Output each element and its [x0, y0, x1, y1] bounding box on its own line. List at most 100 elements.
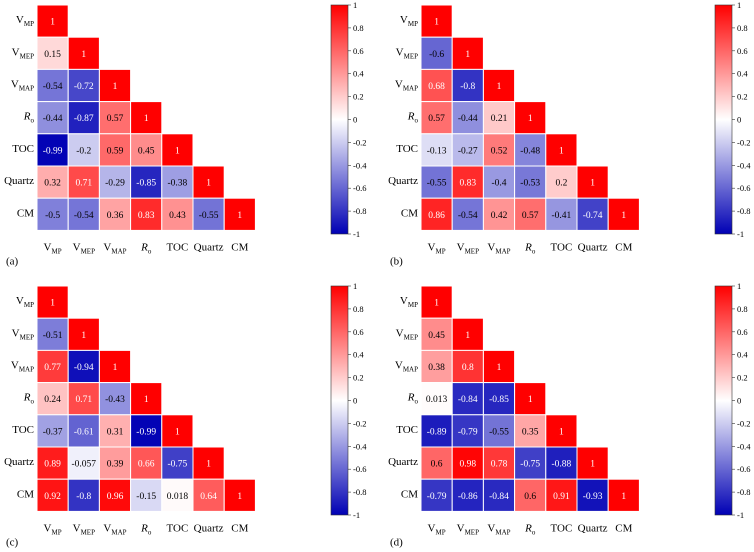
colorbar-tick-label: 0: [353, 115, 357, 125]
col-label-v-mp-main: V: [44, 241, 52, 253]
cell-value-label: 1: [528, 395, 533, 405]
col-label-v-mep-main: V: [457, 522, 465, 534]
cell-Quartz-Quartz: [192, 446, 225, 480]
row-label-v-map-sub: MAP: [403, 85, 418, 93]
colorbar-tick-label: 0.4: [353, 69, 364, 79]
row-label-quartz: Quartz: [388, 175, 418, 187]
row-label-r-o: Ro: [23, 392, 35, 406]
cell-value-label: -0.37: [43, 427, 63, 437]
cell-value-label: -0.85: [136, 179, 156, 189]
col-label-r-o-sub: o: [148, 528, 152, 536]
col-label-v-mep: VMEP: [73, 522, 95, 536]
col-label-toc-main: TOC: [166, 522, 188, 534]
col-label-v-map-sub: MAP: [495, 528, 510, 536]
cell-V_MAP-V_MP: [420, 349, 453, 384]
col-label-cm-main: CM: [231, 241, 248, 253]
colorbar-tick-label: 1: [353, 281, 357, 291]
col-label-r-o: Ro: [524, 522, 536, 536]
colorbar-tick-label: 0.6: [737, 46, 748, 56]
row-label-cm: CM: [401, 488, 418, 500]
cell-V_MEP-V_MP: [36, 36, 69, 70]
col-label-v-mep-sub: MEP: [81, 247, 96, 255]
col-label-cm-main: CM: [615, 241, 632, 253]
cell-value-label: -0.44: [458, 114, 478, 124]
cell-value-label: -0.72: [74, 82, 94, 92]
col-label-quartz: Quartz: [578, 522, 608, 534]
row-label-quartz-main: Quartz: [4, 175, 34, 187]
row-label-v-mp-sub: MP: [408, 20, 418, 28]
row-label-v-mp-main: V: [16, 14, 24, 26]
col-label-cm: CM: [615, 522, 632, 534]
cell-value-label: -0.54: [458, 211, 478, 221]
cell-value-label: -0.84: [489, 492, 509, 502]
cell-V_MAP-V_MAP: [98, 68, 132, 103]
cell-value-label: -0.54: [43, 82, 63, 92]
cell-value-label: 0.98: [459, 460, 476, 470]
col-label-v-map: VMAP: [487, 522, 510, 536]
cell-V_MAP-V_MAP: [98, 349, 132, 384]
cell-V_MP-V_MP: [36, 285, 69, 319]
colorbar: [714, 4, 733, 235]
cell-value-label: -0.27: [458, 146, 478, 156]
cell-value-label: 0.42: [491, 211, 508, 221]
cell-R_o-R_o: [514, 382, 547, 416]
colorbar-tick-label: -0.2: [353, 418, 366, 428]
row-label-r-o-main: R: [407, 392, 415, 404]
cell-value-label: -0.29: [105, 179, 125, 189]
cell-value-label: -0.2: [76, 146, 91, 156]
cell-value-label: -0.85: [489, 395, 509, 405]
colorbar-tick-label: 0.2: [737, 373, 748, 383]
colorbar-tick-label: 0.8: [353, 304, 364, 314]
row-label-r-o-main: R: [407, 111, 415, 123]
cell-CM-CM: [607, 197, 640, 231]
cell-value-label: -0.8: [76, 492, 91, 502]
row-label-v-mep-sub: MEP: [404, 333, 419, 341]
row-label-v-mep-main: V: [12, 46, 20, 58]
cell-R_o-R_o: [130, 101, 163, 135]
row-label-v-map-sub: MAP: [19, 85, 34, 93]
cell-value-label: -0.75: [168, 460, 188, 470]
cell-TOC-V_MP: [420, 133, 453, 167]
row-label-toc: TOC: [396, 424, 418, 436]
colorbar-tick-label: 0: [737, 115, 741, 125]
col-label-v-map-sub: MAP: [495, 247, 510, 255]
col-label-v-mp: VMP: [44, 522, 62, 536]
colorbar-tick-label: 0.2: [353, 92, 364, 102]
cell-value-label: -0.93: [583, 492, 603, 502]
panel-a: 1 0.15 1 -0.54 -0.72 1 -0.44 -0.87 0.57 1 -0.99 -0.…: [4, 0, 367, 267]
col-label-v-mp: VMP: [428, 522, 446, 536]
col-label-cm: CM: [615, 241, 632, 253]
col-label-v-map-main: V: [487, 522, 495, 534]
col-label-v-map: VMAP: [103, 522, 126, 536]
row-label-v-mep-sub: MEP: [20, 52, 35, 60]
cell-value-label: 0.83: [459, 179, 476, 189]
cell-Quartz-Quartz: [576, 165, 609, 199]
cell-value-label: 0.96: [107, 492, 124, 502]
cell-TOC-TOC: [545, 133, 578, 167]
col-label-v-mp-main: V: [44, 522, 52, 534]
cell-value-label: -0.87: [74, 114, 94, 124]
cell-TOC-TOC: [161, 414, 194, 448]
cell-value-label: 1: [590, 460, 595, 470]
cell-value-label: -0.8: [460, 82, 475, 92]
cell-value-label: 0.45: [428, 331, 445, 341]
row-label-v-mep-sub: MEP: [20, 333, 35, 341]
row-label-v-map-main: V: [11, 360, 19, 372]
row-label-v-mp: VMP: [16, 295, 34, 309]
cell-value-label: 0.92: [44, 492, 61, 502]
cell-value-label: -0.74: [583, 211, 603, 221]
row-label-r-o: Ro: [407, 111, 419, 125]
cell-V_MAP-V_MAP: [482, 349, 516, 384]
row-label-quartz: Quartz: [4, 175, 34, 187]
row-label-v-mp-main: V: [400, 14, 408, 26]
col-label-v-mp-main: V: [428, 522, 436, 534]
cell-value-label: 0.52: [491, 146, 508, 156]
cell-value-label: -0.86: [458, 492, 478, 502]
cell-CM-V_MEP: [451, 478, 484, 512]
col-label-r-o: Ro: [140, 241, 152, 255]
cell-value-label: 0.64: [200, 492, 217, 502]
cell-value-label: 0.71: [75, 395, 92, 405]
row-label-v-mp: VMP: [16, 14, 34, 28]
col-label-quartz-main: Quartz: [578, 522, 608, 534]
row-label-cm-main: CM: [401, 488, 418, 500]
